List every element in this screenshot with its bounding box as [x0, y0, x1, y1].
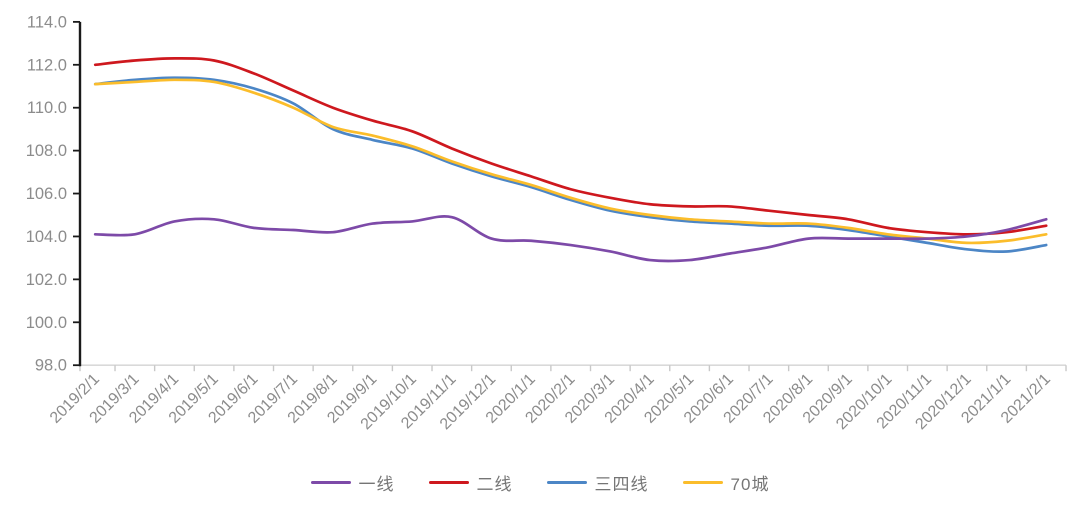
legend-swatch-second-tier — [428, 481, 469, 484]
legend-label-first-tier: 一线 — [358, 475, 395, 494]
legend-item-second-tier: 二线 — [428, 470, 513, 495]
series-line-first-tier — [93, 215, 1048, 263]
series-line-70-cities — [93, 78, 1048, 245]
y-axis-tick-label: 114.0 — [27, 13, 67, 31]
legend-swatch-third-fourth-tier — [546, 481, 587, 484]
legend-label-third-fourth-tier: 三四线 — [594, 475, 649, 494]
legend-label-70-cities: 70城 — [730, 475, 770, 494]
y-axis-tick-label: 112.0 — [27, 56, 67, 74]
series-line-second-tier — [93, 56, 1048, 236]
y-axis-tick-label: 104.0 — [26, 228, 67, 246]
y-axis-tick-label: 108.0 — [26, 142, 67, 160]
y-axis-tick-label: 100.0 — [26, 314, 67, 332]
y-axis-tick-label: 106.0 — [26, 185, 67, 203]
legend-label-second-tier: 二线 — [476, 475, 513, 494]
legend-item-70-cities: 70城 — [682, 470, 770, 495]
legend-swatch-first-tier — [310, 481, 351, 484]
y-axis-tick-label: 102.0 — [26, 271, 67, 289]
y-axis-tick-label: 98.0 — [35, 357, 67, 375]
y-axis-tick-label: 110.0 — [27, 99, 67, 117]
chart-plot-area: 98.0 100.0 102.0 104.0 106.0 108.0 110.0 112.0 1… — [26, 13, 1067, 433]
chart-legend: 一线 二线 三四线 70城 — [0, 470, 1080, 495]
legend-item-third-fourth-tier: 三四线 — [546, 470, 649, 495]
legend-swatch-70-cities — [682, 481, 723, 484]
series-line-third-fourth-tier — [93, 76, 1048, 253]
legend-item-first-tier: 一线 — [310, 470, 395, 495]
